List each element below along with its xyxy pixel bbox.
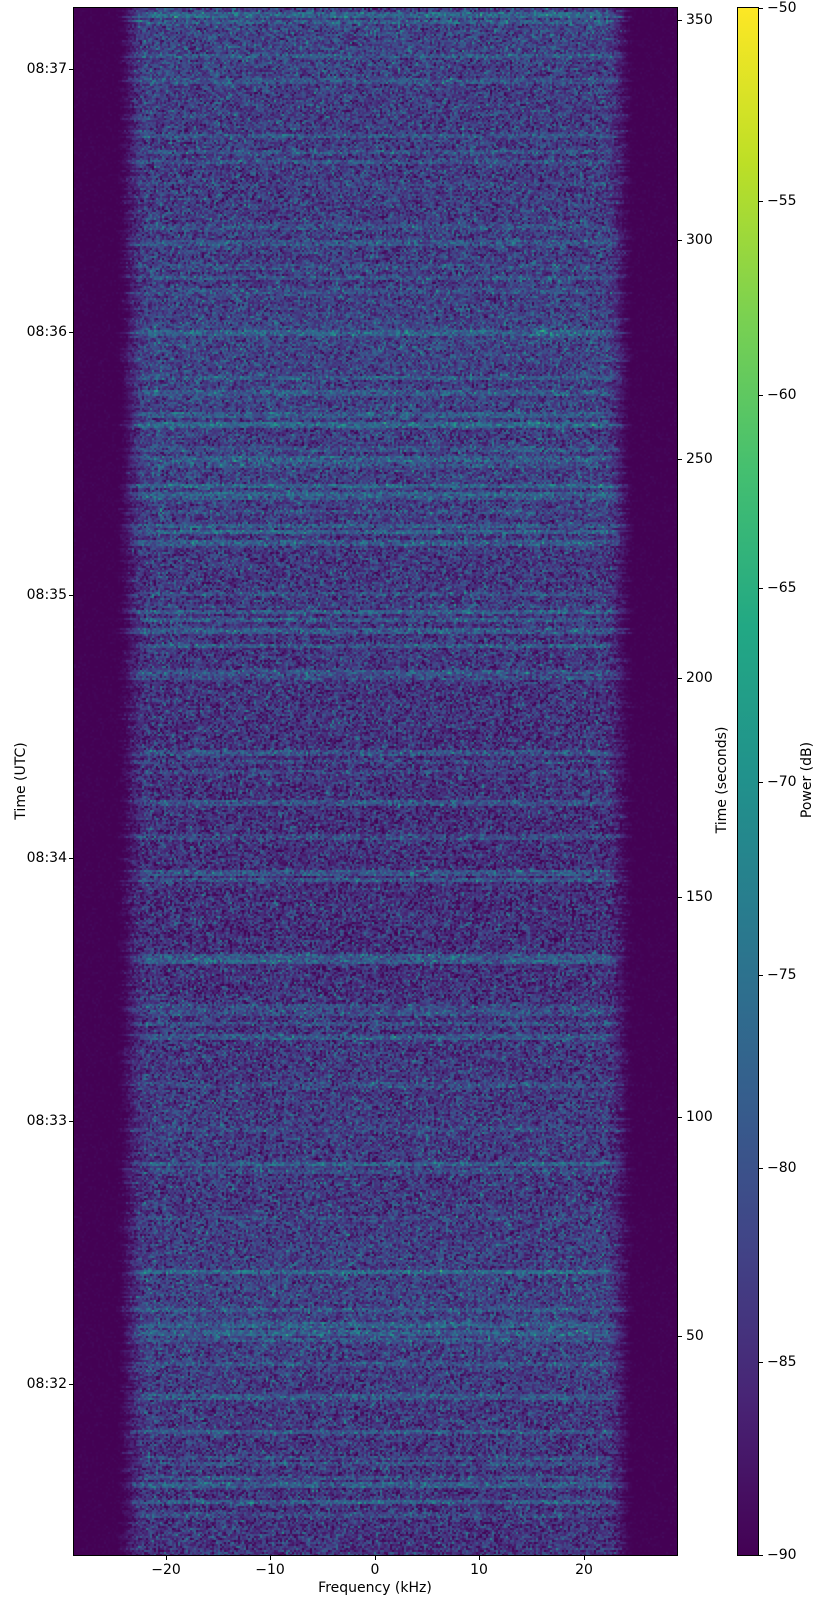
- colorbar-label: Power (dB): [799, 741, 815, 819]
- time-utc-tick: [69, 69, 73, 70]
- seconds-tick: [678, 678, 682, 679]
- time-utc-tick-label: 08:34: [26, 850, 67, 866]
- time-utc-tick-label: 08:37: [26, 61, 67, 77]
- spectrogram-heatmap-canvas: [74, 8, 677, 1555]
- x-tick: [166, 1556, 167, 1560]
- colorbar-tick-label: −50: [767, 0, 797, 16]
- seconds-tick: [678, 20, 682, 21]
- seconds-tick-label: 50: [686, 1328, 704, 1344]
- seconds-tick-label: 300: [686, 232, 713, 248]
- seconds-tick: [678, 1117, 682, 1118]
- x-tick: [479, 1556, 480, 1560]
- colorbar-tick: [759, 975, 763, 976]
- seconds-tick-label: 250: [686, 451, 713, 467]
- colorbar-tick: [759, 395, 763, 396]
- x-tick-label: 0: [370, 1562, 380, 1578]
- seconds-tick-label: 350: [686, 12, 713, 28]
- seconds-tick-label: 150: [686, 889, 713, 905]
- time-utc-tick-label: 08:36: [26, 324, 67, 340]
- time-utc-tick-label: 08:33: [26, 1113, 67, 1129]
- colorbar-tick-label: −55: [767, 193, 797, 209]
- time-utc-tick: [69, 858, 73, 859]
- colorbar-tick-label: −75: [767, 967, 797, 983]
- x-tick: [270, 1556, 271, 1560]
- y-axis-label-utc: Time (UTC): [13, 742, 29, 820]
- x-tick-label: −20: [151, 1562, 181, 1578]
- colorbar-tick-label: −85: [767, 1354, 797, 1370]
- colorbar-tick: [759, 1362, 763, 1363]
- seconds-tick: [678, 897, 682, 898]
- time-utc-tick: [69, 1384, 73, 1385]
- colorbar-tick: [759, 588, 763, 589]
- x-tick-label: 20: [575, 1562, 593, 1578]
- seconds-tick: [678, 1336, 682, 1337]
- colorbar-tick: [759, 1555, 763, 1556]
- time-utc-tick-label: 08:32: [26, 1376, 67, 1392]
- colorbar-tick: [759, 201, 763, 202]
- time-utc-tick: [69, 1121, 73, 1122]
- plot-area: [73, 7, 678, 1556]
- colorbar-tick-label: −90: [767, 1547, 797, 1563]
- x-axis-label: Frequency (kHz): [318, 1580, 432, 1596]
- colorbar-gradient: [738, 8, 758, 1555]
- x-tick: [584, 1556, 585, 1560]
- seconds-tick-label: 200: [686, 670, 713, 686]
- colorbar-tick-label: −80: [767, 1160, 797, 1176]
- colorbar: [737, 7, 759, 1556]
- seconds-tick-label: 100: [686, 1109, 713, 1125]
- colorbar-tick-label: −70: [767, 774, 797, 790]
- y-axis-label-seconds: Time (seconds): [714, 726, 730, 834]
- colorbar-tick-label: −65: [767, 580, 797, 596]
- x-tick: [375, 1556, 376, 1560]
- x-tick-label: −10: [255, 1562, 285, 1578]
- time-utc-tick: [69, 332, 73, 333]
- seconds-tick: [678, 459, 682, 460]
- time-utc-tick-label: 08:35: [26, 587, 67, 603]
- colorbar-tick: [759, 782, 763, 783]
- seconds-tick: [678, 240, 682, 241]
- colorbar-tick: [759, 1168, 763, 1169]
- colorbar-tick: [759, 8, 763, 9]
- x-tick-label: 10: [470, 1562, 488, 1578]
- colorbar-tick-label: −60: [767, 387, 797, 403]
- time-utc-tick: [69, 595, 73, 596]
